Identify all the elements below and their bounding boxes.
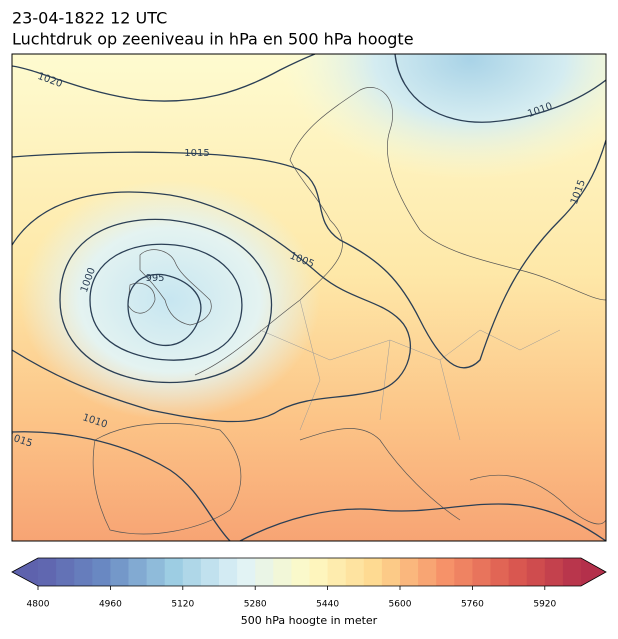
colorbar-label: 500 hPa hoogte in meter xyxy=(241,614,378,627)
colorbar-segment xyxy=(454,558,473,586)
colorbar-segment xyxy=(363,558,383,586)
colorbar-segment xyxy=(200,558,220,586)
colorbar-segment xyxy=(526,558,546,586)
isobar-label: 1015 xyxy=(184,148,209,159)
low-shade xyxy=(20,180,320,420)
colorbar-segment xyxy=(182,558,202,586)
colorbar-tick-label: 5280 xyxy=(244,600,267,610)
coastlines xyxy=(92,87,606,535)
isobar xyxy=(394,54,606,123)
colorbar-segment xyxy=(273,558,292,586)
colorbar-segment xyxy=(92,558,111,586)
colorbar-extend-low xyxy=(12,558,38,586)
colorbar-segment xyxy=(110,558,129,586)
isobar xyxy=(239,503,606,541)
colorbar-segment xyxy=(400,558,419,586)
colorbar-tick-label: 5920 xyxy=(533,600,556,610)
isobar xyxy=(59,218,273,384)
colorbar-segment xyxy=(164,558,184,586)
colorbar-segment xyxy=(490,558,510,586)
colorbar-tick-label: 4800 xyxy=(27,600,50,610)
low-shade xyxy=(280,54,606,180)
colorbar-segment xyxy=(309,558,329,586)
isobar xyxy=(12,431,231,541)
subtitle: Luchtdruk op zeeniveau in hPa en 500 hPa… xyxy=(12,30,414,49)
colorbar-segment xyxy=(472,558,491,586)
colorbar-tick-label: 4960 xyxy=(99,600,122,610)
isobars xyxy=(12,54,606,541)
map-frame xyxy=(11,53,607,542)
colorbar-segment xyxy=(418,558,437,586)
colorbar-segment xyxy=(436,558,455,586)
colorbar-segment xyxy=(255,558,274,586)
colorbar-segment xyxy=(56,558,75,586)
colorbar-segment xyxy=(237,558,256,586)
title: 23-04-1822 12 UTC xyxy=(12,9,167,28)
colorbar-segment xyxy=(562,558,582,586)
colorbar-segment xyxy=(74,558,93,586)
colorbar-segment xyxy=(291,558,310,586)
colorbar-tick-label: 5760 xyxy=(461,600,484,610)
colorbar-segment xyxy=(544,558,564,586)
colorbar-segment xyxy=(327,558,347,586)
colorbar-tick-label: 5440 xyxy=(316,600,339,610)
colorbar-tick-label: 5600 xyxy=(389,600,412,610)
isobar-label: 995 xyxy=(145,273,164,284)
colorbar-segment xyxy=(146,558,166,586)
isobar xyxy=(12,54,316,102)
colorbar-extend-high xyxy=(581,558,606,586)
isobar xyxy=(127,273,202,347)
colorbar: 4800 4960 5120 5280 5440 5600 5760 5920 xyxy=(11,557,607,610)
colorbar-tick-label: 5120 xyxy=(171,600,194,610)
isobar xyxy=(12,139,606,369)
colorbar-segment xyxy=(345,558,365,586)
colorbar-segment xyxy=(508,558,528,586)
colorbar-segment xyxy=(38,558,57,586)
colorbar-segment xyxy=(381,558,401,586)
colorbar-segment xyxy=(128,558,148,586)
isobar xyxy=(89,243,243,361)
isobar xyxy=(12,191,412,423)
colorbar-segment xyxy=(219,558,238,586)
borders xyxy=(259,299,561,441)
